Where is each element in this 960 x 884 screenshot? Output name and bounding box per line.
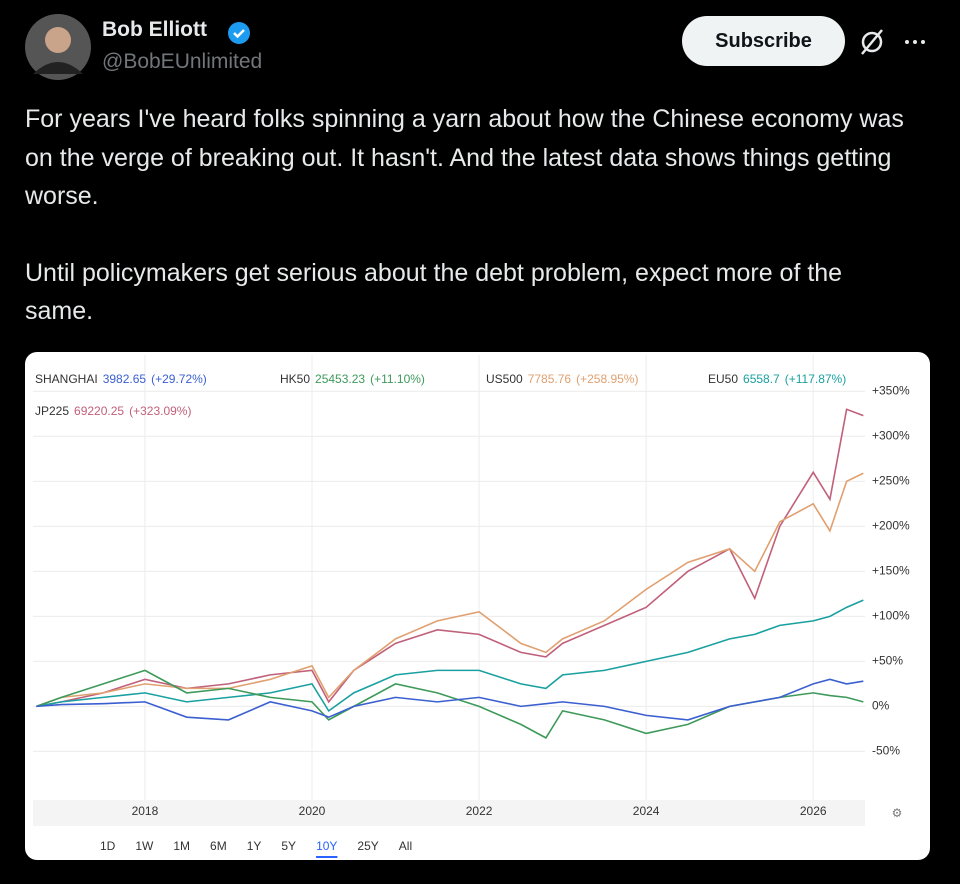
y-tick-label: +300%	[872, 428, 910, 442]
x-tick-label: 2026	[800, 804, 827, 818]
x-axis-band	[33, 800, 865, 826]
legend-entry: SHANGHAI 3982.65 (+29.72%)	[35, 372, 207, 386]
author-name[interactable]: Bob Elliott	[102, 18, 207, 41]
legend-name: US500	[486, 372, 523, 386]
legend-name: EU50	[708, 372, 738, 386]
y-tick-label: +350%	[872, 383, 910, 397]
range-button[interactable]: 1Y	[247, 839, 262, 853]
verified-badge	[228, 22, 250, 44]
x-tick-label: 2020	[299, 804, 326, 818]
settings-icon: ⚙	[892, 806, 903, 820]
y-tick-label: +100%	[872, 609, 910, 623]
legend-name: JP225	[35, 404, 69, 418]
y-tick-label: +200%	[872, 519, 910, 533]
legend-name: HK50	[280, 372, 310, 386]
legend-last: 69220.25	[74, 404, 124, 418]
paragraph: For years I've heard folks spinning a ya…	[25, 105, 904, 210]
range-button[interactable]: 10Y	[316, 839, 337, 853]
legend-change: (+11.10%)	[370, 372, 425, 386]
legend-change: (+117.87%)	[785, 372, 846, 386]
legend-entry: HK50 25453.23 (+11.10%)	[280, 372, 425, 386]
series-line	[36, 599, 864, 713]
range-button[interactable]: 6M	[210, 839, 227, 853]
legend-entry: JP225 69220.25 (+323.09%)	[35, 404, 191, 418]
range-button[interactable]: 5Y	[281, 839, 296, 853]
author-handle[interactable]: @BobEUnlimited	[102, 50, 263, 73]
x-tick-label: 2022	[466, 804, 493, 818]
legend-last: 6558.7	[743, 372, 780, 386]
range-button[interactable]: 1M	[173, 839, 190, 853]
series-line	[36, 678, 864, 721]
range-button[interactable]: 25Y	[357, 839, 378, 853]
tweet-text: For years I've heard folks spinning a ya…	[25, 100, 905, 369]
tweet-icons[interactable]	[858, 28, 930, 58]
y-tick-label: +150%	[872, 564, 910, 578]
avatar[interactable]	[25, 14, 91, 80]
y-tick-label: +250%	[872, 473, 910, 487]
subscribe-button[interactable]: Subscribe	[682, 16, 845, 66]
legend-entry: US500 7785.76 (+258.95%)	[486, 372, 638, 386]
y-tick-label: 0%	[872, 699, 890, 713]
range-button[interactable]: 1W	[135, 839, 154, 853]
y-tick-label: +50%	[872, 654, 903, 668]
y-tick-label: -50%	[872, 744, 900, 758]
range-button[interactable]: All	[399, 839, 412, 853]
legend-change: (+29.72%)	[151, 372, 207, 386]
range-button[interactable]: 1D	[100, 839, 116, 853]
paragraph: Until policymakers get serious about the…	[25, 258, 843, 326]
chart-card	[25, 352, 930, 860]
x-tick-label: 2018	[132, 804, 159, 818]
legend-change: (+258.95%)	[576, 372, 638, 386]
legend-last: 3982.65	[103, 372, 147, 386]
legend-change: (+323.09%)	[129, 404, 191, 418]
series-line	[36, 472, 864, 708]
legend-name: SHANGHAI	[35, 372, 98, 386]
legend-last: 7785.76	[528, 372, 572, 386]
legend-entry: EU50 6558.7 (+117.87%)	[708, 372, 846, 386]
x-tick-label: 2024	[633, 804, 660, 818]
legend-last: 25453.23	[315, 372, 365, 386]
